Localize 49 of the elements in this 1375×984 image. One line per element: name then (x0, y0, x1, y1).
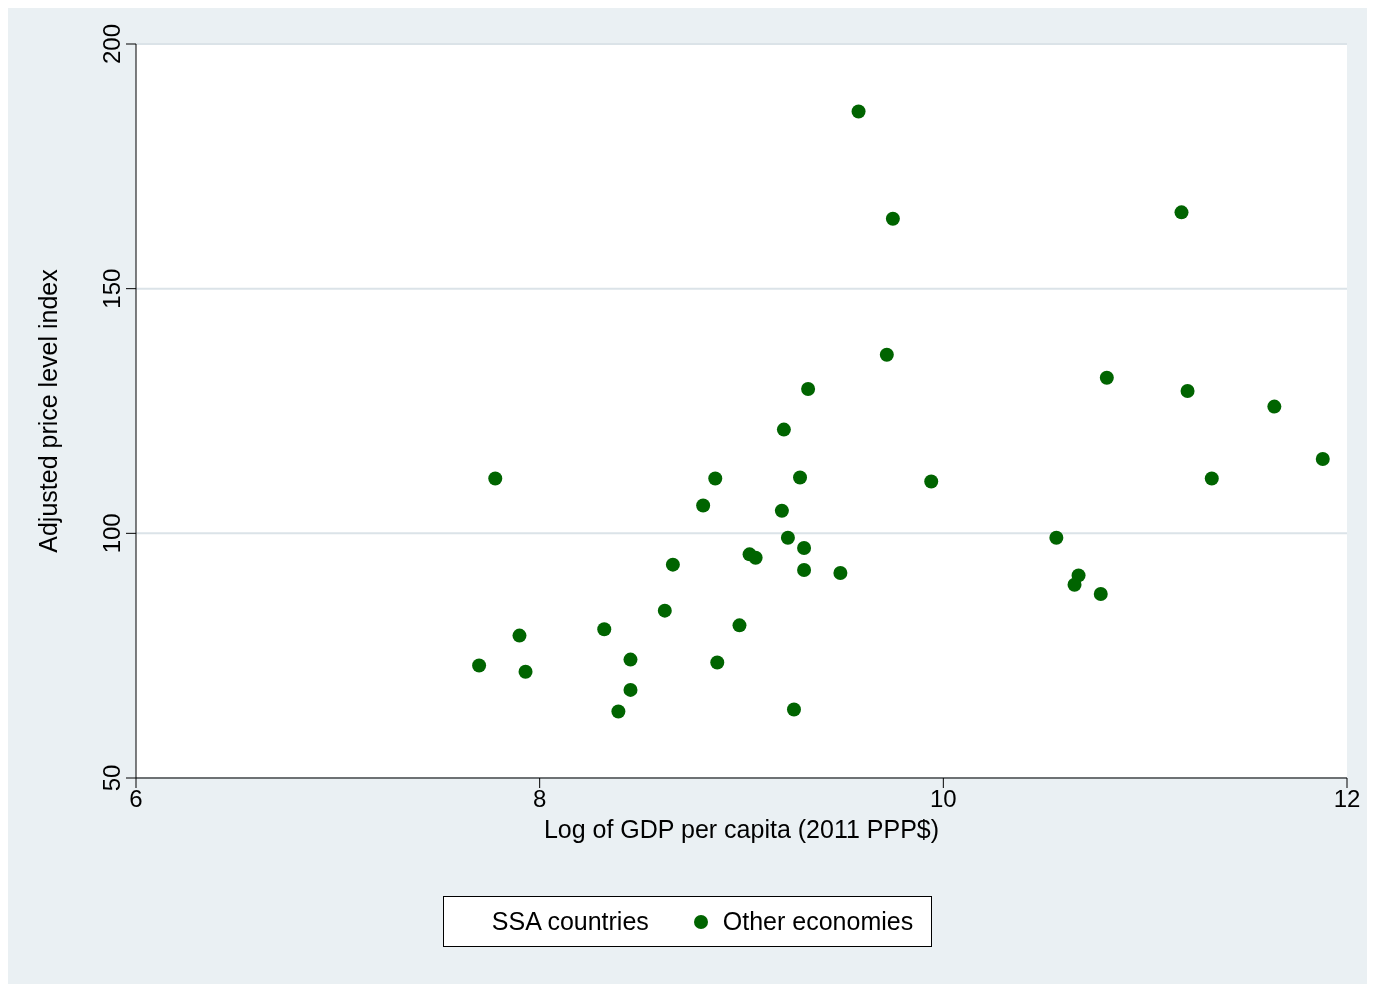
point (1099, 370, 1114, 385)
point (710, 655, 725, 670)
y-tick-label: 150 (98, 268, 125, 309)
point (833, 565, 848, 580)
x-tick-label: 6 (129, 785, 143, 813)
point (657, 603, 672, 618)
point (1204, 471, 1219, 486)
point (774, 503, 789, 518)
point (623, 652, 638, 667)
point (1093, 587, 1108, 602)
point (472, 658, 487, 673)
y-axis-title: Adjusted price level index (33, 268, 62, 553)
point (1174, 205, 1189, 220)
x-tick-label: 8 (532, 785, 547, 813)
point (786, 702, 801, 717)
point (1315, 451, 1330, 466)
point (776, 422, 791, 437)
point (518, 664, 533, 679)
y-tick-label: 200 (98, 23, 125, 65)
point (512, 628, 527, 643)
point (797, 563, 812, 578)
point (924, 474, 939, 489)
point (696, 498, 711, 513)
point (1049, 530, 1064, 545)
point (611, 704, 626, 719)
point (748, 550, 763, 565)
point (797, 541, 812, 556)
point (1067, 577, 1082, 592)
point (793, 470, 808, 485)
point (879, 347, 894, 362)
point (1267, 399, 1282, 414)
point (708, 471, 723, 486)
point (780, 530, 795, 545)
x-tick-label: 12 (1333, 785, 1361, 813)
x-axis-title: Log of GDP per capita (2011 PPP$) (543, 815, 940, 843)
point (488, 471, 503, 486)
point (623, 682, 638, 697)
point (1180, 383, 1195, 398)
point (665, 557, 680, 572)
legend-label: Other economies (722, 907, 914, 936)
y-tick-label: 50 (98, 764, 125, 792)
text: SSA countries (491, 907, 649, 936)
x-tick-label: 10 (929, 785, 957, 813)
y-tick-label: 100 (98, 513, 125, 554)
point (732, 618, 747, 633)
point (801, 381, 816, 396)
point (851, 104, 866, 119)
point (885, 211, 900, 226)
point (597, 622, 612, 637)
